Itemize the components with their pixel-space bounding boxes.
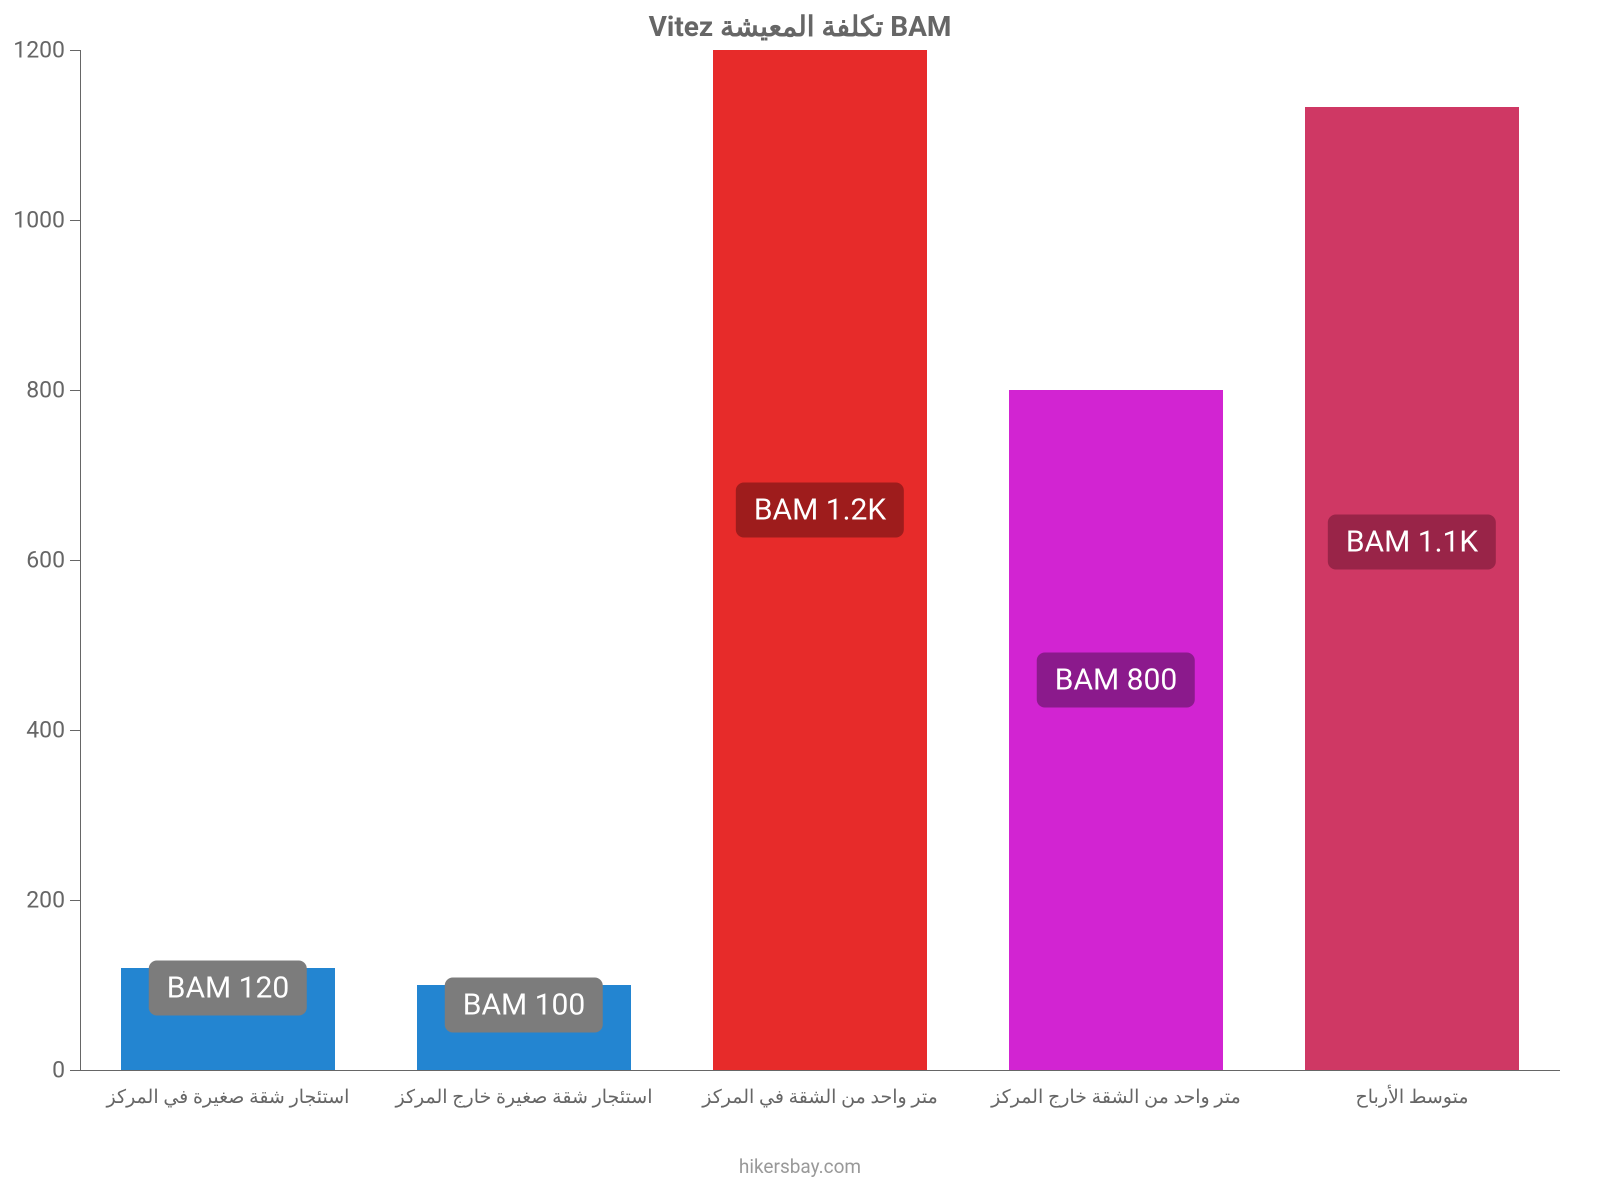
x-category-label: متر واحد من الشقة في المركز (702, 1085, 938, 1108)
y-tick-label: 600 (26, 547, 65, 574)
value-badge: BAM 800 (1037, 653, 1195, 708)
x-category-label: متوسط الأرباح (1355, 1085, 1468, 1108)
y-axis: 020040060080010001200 (0, 50, 80, 1070)
value-badge: BAM 100 (445, 978, 603, 1033)
y-tick-label: 200 (26, 887, 65, 914)
value-badge: BAM 1.1K (1328, 514, 1496, 569)
bar (713, 50, 926, 1070)
value-badge: BAM 1.2K (736, 483, 904, 538)
y-tick-mark (70, 730, 80, 731)
value-badge: BAM 120 (149, 961, 307, 1016)
chart-title: Vitez تكلفة المعيشة BAM (0, 10, 1600, 43)
y-tick-label: 400 (26, 717, 65, 744)
y-tick-mark (70, 560, 80, 561)
y-tick-label: 800 (26, 377, 65, 404)
bar (1305, 107, 1518, 1070)
chart-container: Vitez تكلفة المعيشة BAM 0 200 400 600 800 100… (0, 0, 1600, 1200)
x-category-label: استئجار شقة صغيرة في المركز (107, 1085, 350, 1108)
x-axis-line (80, 1070, 1560, 1071)
x-category-label: استئجار شقة صغيرة خارج المركز (396, 1085, 653, 1108)
attribution: hikersbay.com (0, 1155, 1600, 1178)
y-tick-label: 1200 (13, 37, 65, 64)
x-category-label: متر واحد من الشقة خارج المركز (991, 1085, 1241, 1108)
y-tick-mark (70, 900, 80, 901)
y-tick-mark (70, 1070, 80, 1071)
y-tick-label: 0 (52, 1057, 65, 1084)
bar (1009, 390, 1222, 1070)
y-tick-mark (70, 390, 80, 391)
y-tick-label: 1000 (13, 207, 65, 234)
y-tick-mark (70, 220, 80, 221)
y-tick-mark (70, 50, 80, 51)
